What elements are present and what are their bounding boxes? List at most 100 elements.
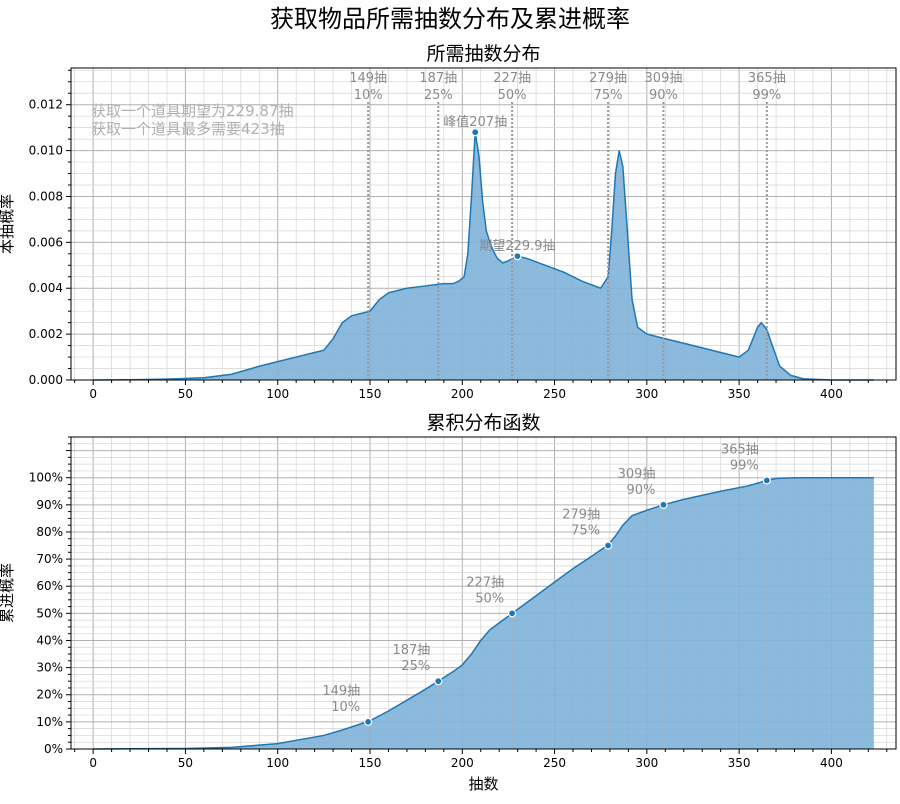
quantile-percent: 90% — [649, 88, 678, 103]
y-axis: 0.000 0.002 0.004 0.006 0.008 0.010 0.012 — [29, 69, 71, 387]
quantile-marker: 309抽 90% — [645, 71, 683, 380]
quantile-percent: 25% — [424, 88, 453, 103]
x-tick-label: 400 — [820, 756, 843, 770]
quantile-point — [434, 677, 443, 686]
annotated-point: 期望229.9抽 — [479, 238, 556, 261]
quantile-label: 279抽 — [562, 508, 600, 523]
info-text: 获取一个道具最多需要423抽 — [91, 120, 285, 138]
x-tick-label: 250 — [543, 756, 566, 770]
y-axis: 0% 10% 20% 30% 40% 50% 60% 70% 80% 90% 100% — [29, 436, 71, 756]
quantile-percent: 10% — [354, 88, 383, 103]
quantile-percent: 75% — [594, 88, 623, 103]
quantile-percent: 50% — [475, 591, 504, 606]
quantile-label: 365抽 — [721, 442, 759, 457]
quantile-label: 365抽 — [748, 71, 786, 86]
x-axis-label: 抽数 — [468, 775, 498, 793]
x-tick-label: 250 — [543, 387, 566, 401]
data-point — [471, 128, 480, 137]
y-tick-label: 90% — [36, 498, 63, 512]
quantile-marker: 227抽 50% — [493, 71, 531, 380]
annotated-point: 峰值207抽 — [443, 114, 507, 137]
quantile-point — [603, 541, 613, 550]
x-tick-label: 100 — [266, 387, 289, 401]
quantile-percent: 50% — [498, 88, 527, 103]
x-tick-label: 400 — [820, 387, 843, 401]
figure-title: 获取物品所需抽数分布及累进概率 — [270, 5, 630, 33]
y-tick-label: 0.006 — [29, 235, 63, 249]
quantile-percent: 10% — [331, 700, 360, 715]
quantile-marker: 365抽 99% — [748, 71, 786, 380]
x-tick-label: 300 — [635, 756, 658, 770]
y-tick-label: 70% — [36, 552, 63, 566]
point-label: 期望229.9抽 — [479, 238, 555, 254]
cdf-chart: 累积分布函数149抽10%187抽25%227抽50%279抽75%309抽90… — [0, 412, 897, 793]
series-line — [93, 132, 874, 381]
x-tick-label: 350 — [728, 387, 751, 401]
x-tick-label: 200 — [451, 756, 474, 770]
quantile-percent: 99% — [730, 458, 759, 473]
quantile-label: 279抽 — [589, 71, 627, 86]
quantile-percent: 75% — [571, 524, 600, 539]
y-tick-label: 0.010 — [29, 144, 63, 158]
series-area — [93, 477, 874, 749]
x-tick-label: 200 — [451, 387, 474, 401]
y-tick-label: 40% — [36, 633, 63, 647]
quantile-marker: 187抽 25% — [419, 71, 457, 380]
quantile-label: 149抽 — [322, 684, 360, 699]
quantile-label: 309抽 — [618, 467, 656, 482]
y-tick-label: 20% — [36, 688, 63, 702]
y-tick-label: 0.002 — [29, 327, 63, 341]
quantile-label: 187抽 — [419, 71, 457, 86]
pdf-chart: 所需抽数分布 149抽 10% 187抽 25% 227抽 50% 279抽 75% 309抽 90… — [0, 43, 897, 401]
y-axis-label: 本抽概率 — [0, 194, 16, 254]
y-tick-label: 0% — [44, 742, 63, 756]
series-area — [93, 132, 874, 380]
y-tick-label: 0.012 — [29, 98, 63, 112]
y-tick-label: 30% — [36, 661, 63, 675]
quantile-label: 149抽 — [349, 71, 387, 86]
plot-frame — [70, 67, 897, 381]
y-tick-label: 0.000 — [29, 373, 63, 387]
x-tick-label: 350 — [728, 756, 751, 770]
x-tick-label: 50 — [178, 387, 193, 401]
quantile-point — [364, 717, 373, 726]
quantile-percent: 99% — [752, 88, 781, 103]
point-label: 峰值207抽 — [443, 114, 507, 130]
y-tick-label: 0.008 — [29, 189, 63, 203]
chart-title: 累积分布函数 — [426, 412, 540, 434]
x-tick-label: 100 — [266, 756, 289, 770]
y-tick-label: 60% — [36, 579, 63, 593]
y-axis-label: 累进概率 — [0, 563, 16, 623]
x-tick-label: 0 — [89, 387, 97, 401]
y-tick-label: 10% — [36, 715, 63, 729]
quantile-label: 227抽 — [493, 71, 531, 86]
y-tick-label: 80% — [36, 525, 63, 539]
quantile-marker: 279抽 75% — [589, 71, 627, 380]
quantile-point — [762, 476, 771, 485]
y-tick-label: 50% — [36, 606, 63, 620]
info-text: 获取一个道具期望为229.87抽 — [91, 102, 294, 120]
data-point — [513, 252, 522, 261]
quantile-label: 309抽 — [645, 71, 683, 86]
quantile-label: 187抽 — [392, 643, 430, 658]
y-tick-label: 100% — [29, 471, 63, 485]
chart-title: 所需抽数分布 — [426, 43, 540, 65]
x-tick-label: 150 — [359, 387, 382, 401]
quantile-percent: 90% — [627, 483, 656, 498]
quantile-point — [659, 500, 668, 509]
quantile-label: 227抽 — [466, 575, 504, 590]
x-tick-label: 150 — [359, 756, 382, 770]
quantile-marker: 149抽 10% — [349, 71, 387, 380]
x-tick-label: 0 — [89, 756, 97, 770]
x-axis: 0 50 100 150 200 250 300 350 400 — [74, 380, 888, 401]
x-tick-label: 300 — [635, 387, 658, 401]
x-axis: 0 50 100 150 200 250 300 350 400 — [74, 749, 888, 770]
quantile-point — [508, 609, 517, 618]
